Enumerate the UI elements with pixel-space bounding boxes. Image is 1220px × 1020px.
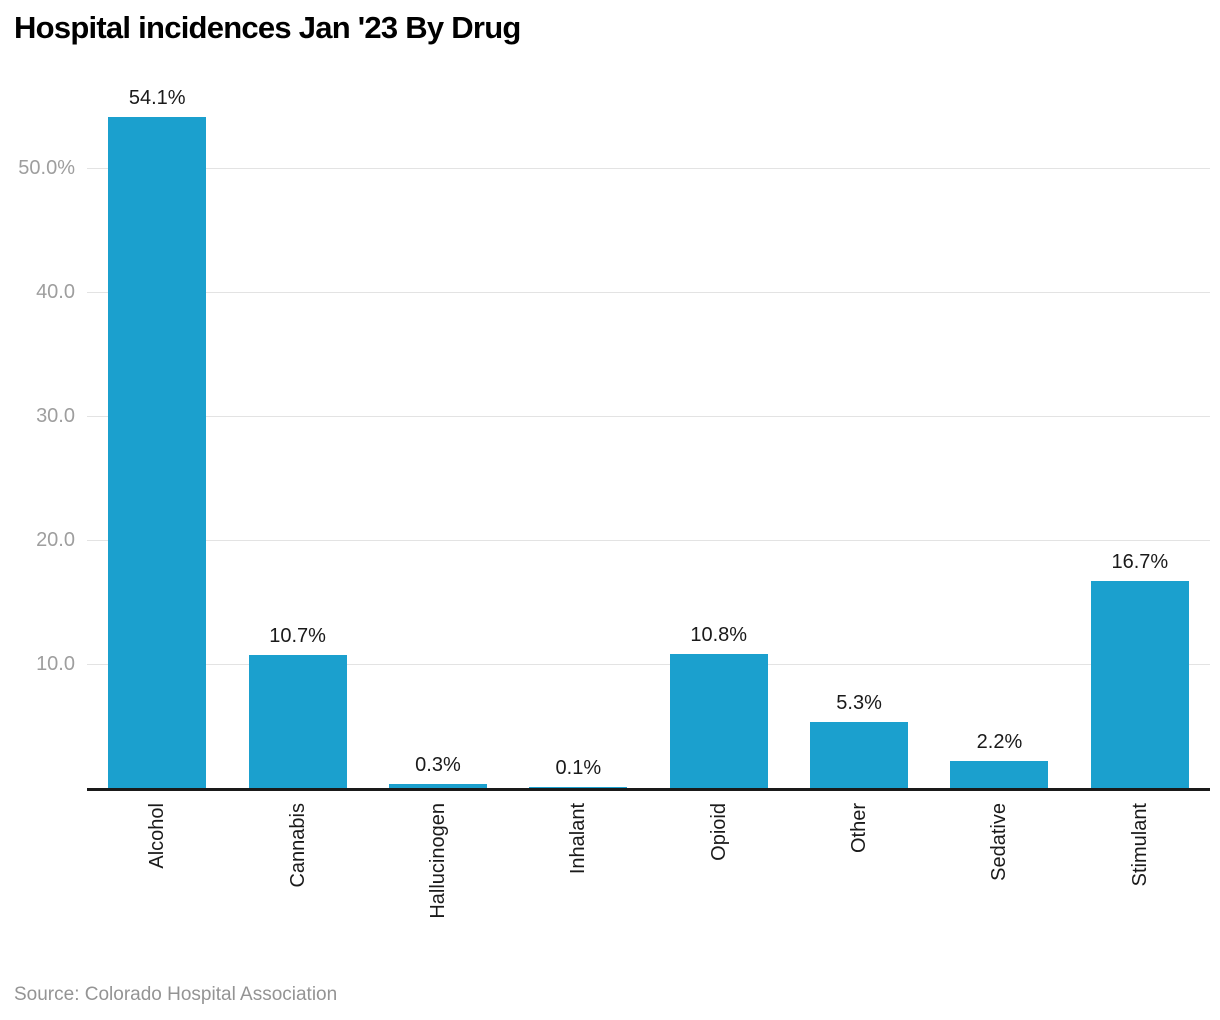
x-axis-category-label: Sedative xyxy=(988,803,1011,881)
bar xyxy=(810,722,909,788)
bar-value-label: 0.1% xyxy=(555,756,602,779)
bar xyxy=(529,786,628,788)
x-axis-line xyxy=(87,788,1210,791)
bar xyxy=(108,117,207,788)
bar-value-label: 10.7% xyxy=(269,625,326,648)
gridline xyxy=(87,664,1210,665)
bar-value-label: 10.8% xyxy=(690,624,748,647)
y-axis-tick-label: 20.0 xyxy=(36,529,75,551)
bar xyxy=(1090,580,1189,788)
x-axis-category-label: Hallucinogen xyxy=(426,803,449,919)
x-axis-category-label: Cannabis xyxy=(286,803,309,888)
bar-value-label: 5.3% xyxy=(836,692,882,715)
y-axis-tick-label: 10.0 xyxy=(36,653,75,675)
chart-title: Hospital incidences Jan '23 By Drug xyxy=(14,10,521,45)
y-axis-tick-label: 30.0 xyxy=(36,405,75,427)
gridline xyxy=(87,540,1210,541)
y-axis-tick-label: 40.0 xyxy=(36,281,75,303)
bar-value-label: 54.1% xyxy=(128,87,186,110)
bar xyxy=(669,654,768,788)
y-axis-tick-label: 50.0% xyxy=(18,157,75,179)
bar-value-label: 2.2% xyxy=(976,730,1023,753)
bar xyxy=(248,655,347,788)
gridline xyxy=(87,168,1210,169)
bar xyxy=(950,760,1049,788)
x-axis-category-label: Opioid xyxy=(707,803,730,861)
x-axis-category-label: Stimulant xyxy=(1128,803,1151,887)
gridline xyxy=(87,416,1210,417)
x-axis-category-label: Other xyxy=(848,803,871,854)
bar xyxy=(388,784,487,788)
source-note: Source: Colorado Hospital Association xyxy=(14,984,338,1005)
gridline xyxy=(87,292,1210,293)
x-axis-category-label: Inhalant xyxy=(567,803,590,875)
bar-value-label: 0.3% xyxy=(415,754,461,777)
x-axis-category-label: Alcohol xyxy=(146,803,169,869)
bar-value-label: 16.7% xyxy=(1111,550,1169,573)
